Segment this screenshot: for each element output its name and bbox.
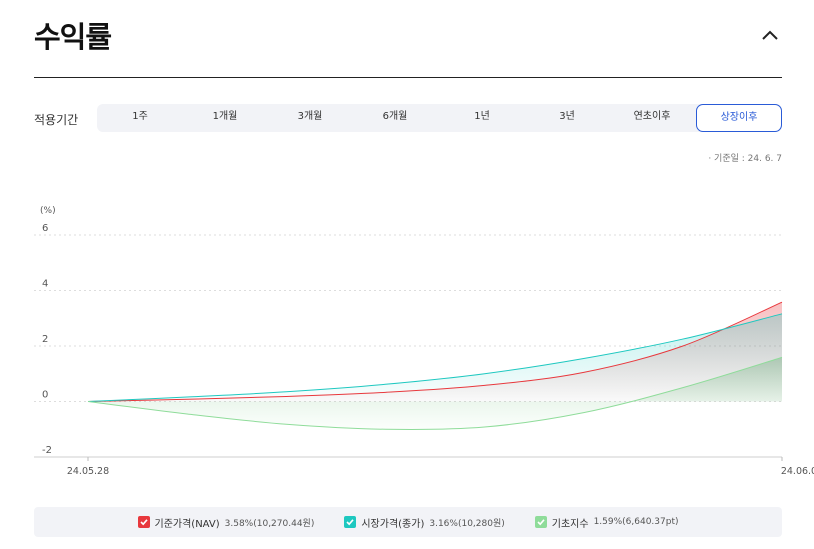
chart-legend: 기준가격(NAV) 3.58%(10,270.44원) 시장가격(종가) 3.1…: [34, 507, 782, 537]
check-icon: [534, 516, 547, 528]
legend-label: 기초지수: [551, 518, 589, 530]
y-tick-label: -2: [42, 445, 52, 456]
period-tab-3y[interactable]: 3년: [559, 111, 575, 122]
period-tab-1m[interactable]: 1개월: [212, 111, 238, 122]
period-label: 적용기간: [34, 113, 79, 127]
period-tab-bar: 1주 1개월 3개월 6개월 1년 3년 연초이후 상장이후: [97, 104, 782, 132]
period-tab-since-listing[interactable]: 상장이후: [696, 104, 782, 132]
period-tab-ytd[interactable]: 연초이후: [633, 111, 671, 122]
section-header: 수익률: [34, 14, 782, 78]
series-line-index: [87, 356, 783, 430]
period-tab-1w[interactable]: 1주: [132, 111, 148, 122]
legend-label: 기준가격(NAV): [154, 518, 220, 530]
section-title: 수익률: [34, 20, 112, 54]
series-area-market: [88, 313, 782, 402]
check-icon: [344, 516, 357, 528]
y-tick-label: 0: [42, 390, 48, 401]
legend-value: 1.59%(6,640.37pt): [593, 517, 679, 527]
series-line-nav: [87, 301, 783, 402]
legend-item-nav[interactable]: 기준가격(NAV) 3.58%(10,270.44원): [137, 515, 315, 530]
check-icon: [137, 516, 150, 528]
series-line-market: [87, 313, 783, 402]
y-tick-label: 2: [42, 334, 48, 345]
x-tick-label: 24.06.07: [781, 466, 814, 477]
period-tab-3m[interactable]: 3개월: [297, 111, 323, 122]
base-date: · 기준일 : 24. 6. 7: [708, 154, 782, 164]
legend-value: 3.58%(10,270.44원): [224, 518, 315, 529]
legend-value: 3.16%(10,280원): [429, 518, 505, 529]
period-tab-1y[interactable]: 1년: [474, 111, 490, 122]
legend-item-index[interactable]: 기초지수 1.59%(6,640.37pt): [534, 515, 679, 530]
series-area-index: [88, 357, 782, 430]
x-tick-label: 24.05.28: [67, 466, 109, 477]
period-selector: 적용기간 1주 1개월 3개월 6개월 1년 3년 연초이후 상장이후: [34, 104, 782, 132]
return-chart: (%) 6 4 2 0 -2 24.05.28 24.06.07: [34, 206, 814, 477]
collapse-button[interactable]: [758, 24, 782, 48]
y-unit-label: (%): [40, 206, 56, 216]
chevron-up-icon: [762, 30, 778, 40]
period-tab-6m[interactable]: 6개월: [382, 111, 408, 122]
legend-item-market[interactable]: 시장가격(종가) 3.16%(10,280원): [344, 515, 505, 530]
legend-label: 시장가격(종가): [361, 518, 425, 530]
y-tick-label: 6: [42, 223, 48, 234]
y-tick-label: 4: [42, 279, 48, 290]
